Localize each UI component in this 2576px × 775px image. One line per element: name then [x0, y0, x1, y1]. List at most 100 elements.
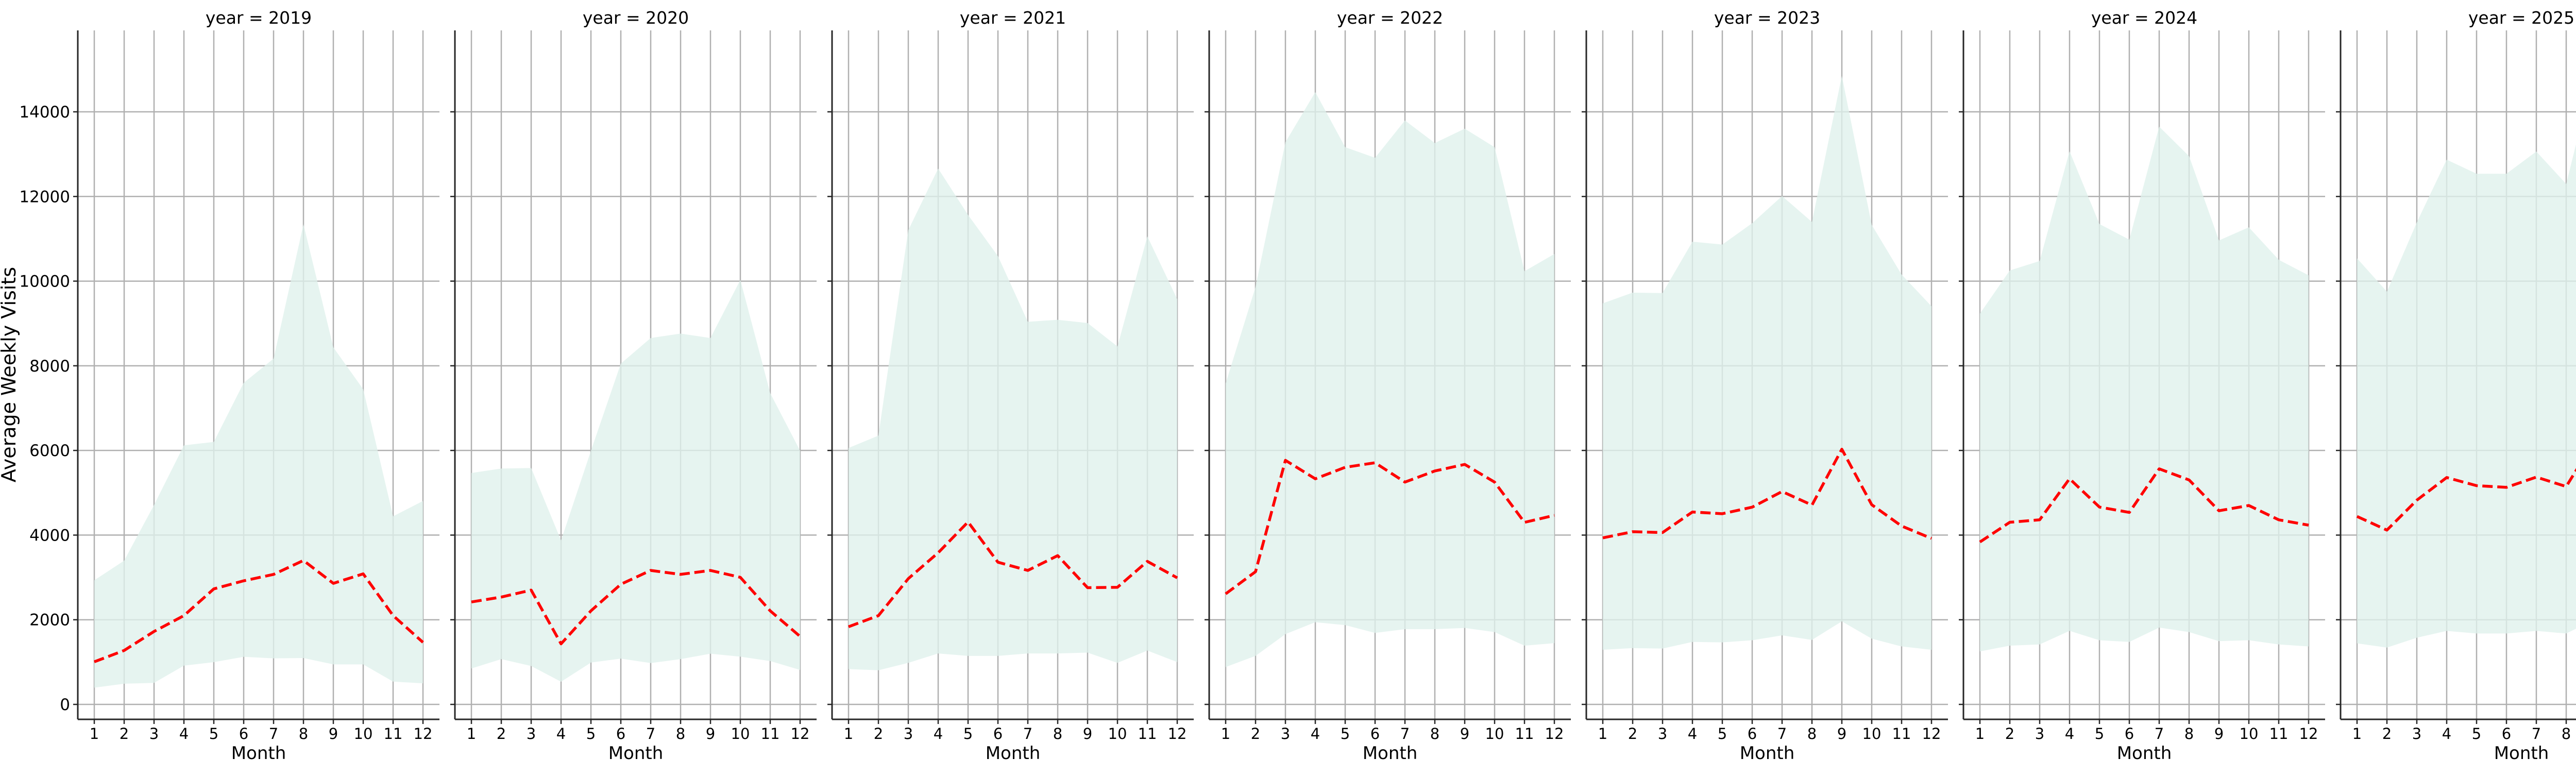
- x-tick-label: 10: [1485, 725, 1504, 743]
- x-tick-label: 1: [1598, 725, 1607, 743]
- x-tick-label: 3: [2035, 725, 2044, 743]
- x-tick-label: 10: [1108, 725, 1127, 743]
- x-tick-label: 1: [1975, 725, 1985, 743]
- x-tick-label: 8: [1053, 725, 1062, 743]
- facet-title: year = 2022: [1337, 8, 1443, 28]
- x-tick-label: 6: [1370, 725, 1380, 743]
- x-tick-label: 2: [874, 725, 883, 743]
- percentile-band: [1980, 126, 2309, 652]
- facet-title: year = 2025: [2468, 8, 2574, 28]
- x-axis-label: Month: [1740, 743, 1795, 764]
- x-tick-label: 1: [1221, 725, 1230, 743]
- median-line: [2356, 468, 2576, 532]
- x-tick-label: 2: [497, 725, 506, 743]
- median-line: [1979, 467, 2309, 544]
- x-tick-label: 9: [1837, 725, 1846, 743]
- x-tick-label: 4: [1688, 725, 1697, 743]
- percentile-band: [1603, 76, 1931, 650]
- x-tick-label: 4: [556, 725, 566, 743]
- y-axis-label: Average Weekly Visits: [0, 267, 20, 482]
- y-tick-label: 6000: [29, 442, 70, 460]
- x-axis-label: Month: [1363, 743, 1418, 764]
- x-tick-label: 12: [414, 725, 433, 743]
- x-axis-label: Month: [2117, 743, 2172, 764]
- x-tick-label: 6: [239, 725, 248, 743]
- x-tick-label: 3: [149, 725, 159, 743]
- x-tick-label: 11: [1515, 725, 1534, 743]
- facet-title: year = 2021: [960, 8, 1066, 28]
- x-tick-label: 8: [1807, 725, 1817, 743]
- x-axis-label: Month: [2494, 743, 2549, 764]
- x-tick-label: 1: [467, 725, 476, 743]
- median-line: [471, 569, 801, 646]
- x-tick-label: 2: [1628, 725, 1637, 743]
- percentile-band: [94, 224, 423, 688]
- x-tick-label: 6: [993, 725, 1003, 743]
- x-tick-label: 7: [1400, 725, 1410, 743]
- x-tick-label: 3: [527, 725, 536, 743]
- x-tick-label: 8: [2184, 725, 2194, 743]
- x-tick-label: 2: [120, 725, 129, 743]
- y-tick-label: 10000: [19, 273, 70, 291]
- x-tick-label: 5: [1341, 725, 1350, 743]
- x-tick-label: 10: [1862, 725, 1882, 743]
- x-tick-label: 10: [354, 725, 373, 743]
- y-tick-label: 14000: [19, 103, 70, 122]
- percentile-band: [2357, 144, 2576, 648]
- median-line: [848, 520, 1178, 628]
- facet-title: year = 2019: [206, 8, 312, 28]
- x-tick-label: 11: [761, 725, 780, 743]
- x-tick-label: 7: [1023, 725, 1032, 743]
- x-tick-label: 4: [179, 725, 189, 743]
- x-tick-label: 4: [1311, 725, 1320, 743]
- x-tick-label: 12: [1168, 725, 1187, 743]
- percentile-band: [471, 280, 800, 682]
- x-tick-label: 10: [2240, 725, 2259, 743]
- x-tick-label: 1: [844, 725, 853, 743]
- x-tick-label: 8: [299, 725, 308, 743]
- x-tick-label: 7: [269, 725, 278, 743]
- x-tick-label: 12: [2299, 725, 2318, 743]
- x-tick-label: 5: [209, 725, 218, 743]
- x-tick-label: 5: [1718, 725, 1727, 743]
- x-tick-label: 5: [586, 725, 596, 743]
- percentile-band: [849, 169, 1177, 670]
- y-tick-label: 2000: [29, 611, 70, 630]
- x-tick-label: 7: [646, 725, 655, 743]
- facet-title: year = 2024: [2091, 8, 2197, 28]
- x-tick-label: 8: [676, 725, 685, 743]
- x-tick-label: 7: [2155, 725, 2164, 743]
- percentile-band: [1226, 92, 1554, 667]
- x-tick-label: 9: [1460, 725, 1469, 743]
- x-tick-label: 9: [1083, 725, 1092, 743]
- x-tick-label: 2: [1251, 725, 1260, 743]
- x-tick-label: 6: [616, 725, 625, 743]
- x-tick-label: 11: [384, 725, 403, 743]
- x-tick-label: 12: [791, 725, 810, 743]
- y-tick-label: 12000: [19, 188, 70, 206]
- y-tick-label: 4000: [29, 526, 70, 545]
- x-tick-label: 7: [2532, 725, 2541, 743]
- x-tick-label: 11: [2269, 725, 2289, 743]
- x-axis-label: Month: [986, 743, 1041, 764]
- x-tick-label: 4: [934, 725, 943, 743]
- x-tick-label: 9: [329, 725, 338, 743]
- y-tick-label: 8000: [29, 357, 70, 376]
- x-tick-label: 1: [2352, 725, 2362, 743]
- x-tick-label: 2: [2382, 725, 2392, 743]
- x-tick-label: 9: [706, 725, 715, 743]
- facet-title: year = 2023: [1714, 8, 1820, 28]
- median-line: [94, 559, 424, 663]
- x-axis-label: Month: [231, 743, 286, 764]
- x-tick-label: 1: [90, 725, 99, 743]
- median-line: [1602, 448, 1933, 540]
- x-tick-label: 3: [1658, 725, 1667, 743]
- x-tick-label: 8: [1430, 725, 1439, 743]
